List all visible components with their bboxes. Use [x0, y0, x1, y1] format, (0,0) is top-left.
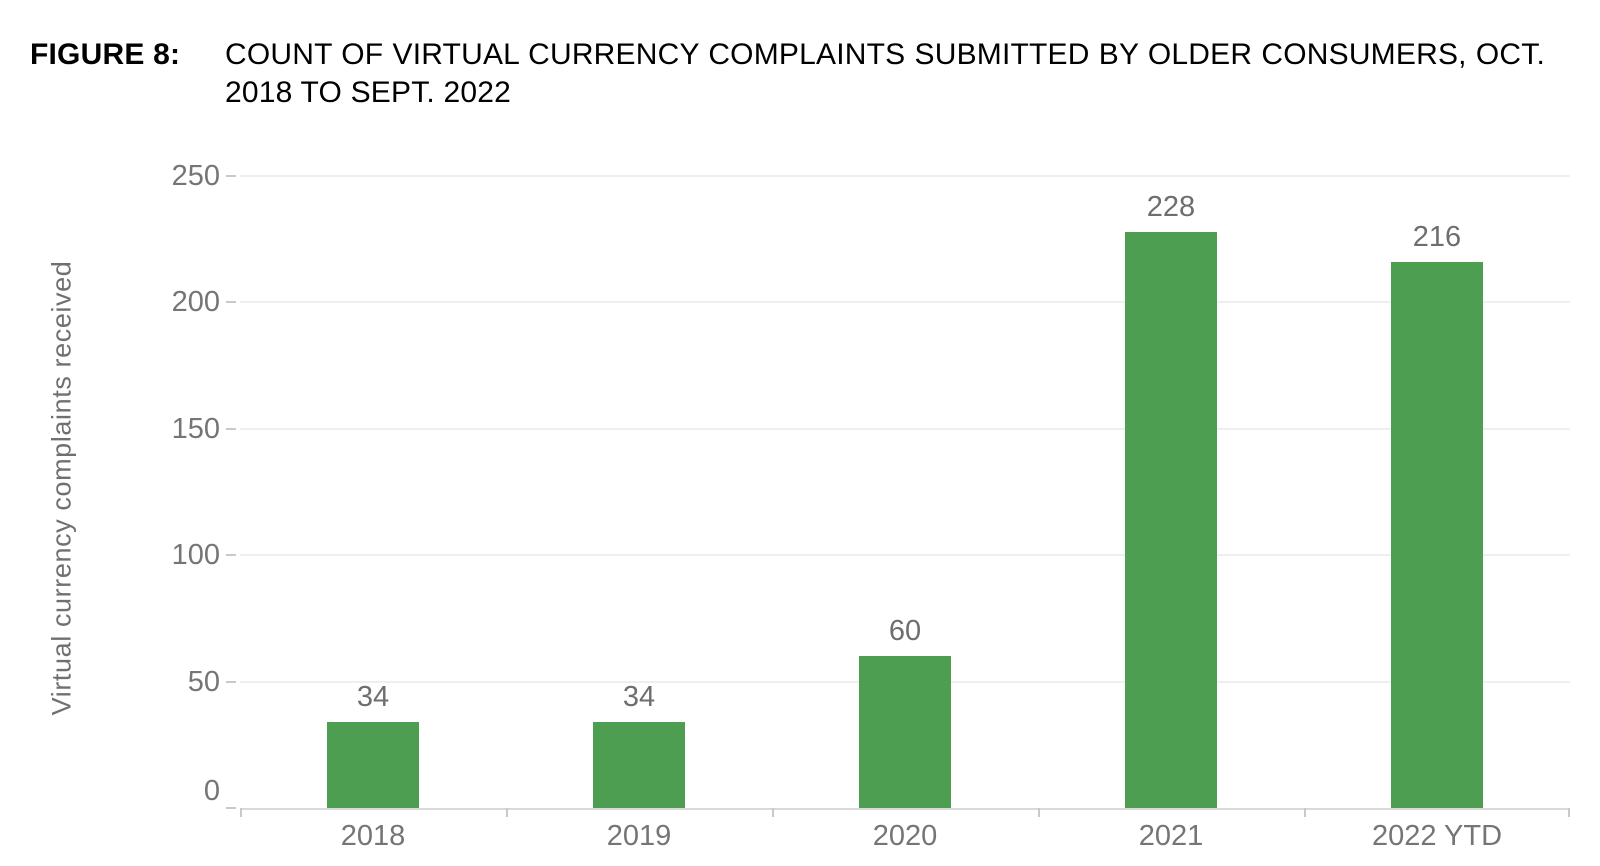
y-tick-mark-150 [226, 427, 236, 430]
y-tick-mark-200 [226, 301, 236, 304]
gridline-y-250 [240, 175, 1570, 177]
bar-value-2018: 34 [356, 681, 390, 714]
y-tick-label-250: 250 [171, 160, 220, 192]
y-tick-label-0: 0 [203, 775, 220, 807]
figure-number-label: FIGURE 8: [30, 38, 181, 71]
bar-2022-ytd [1391, 261, 1483, 808]
bar-2019 [593, 722, 685, 808]
bar-value-2022-ytd: 216 [1412, 220, 1462, 253]
x-axis-label-2021: 2021 [1138, 820, 1204, 852]
bar-value-2021: 228 [1146, 190, 1196, 223]
gridline-y-200 [240, 301, 1570, 304]
y-tick-label-100: 100 [171, 539, 220, 572]
bar-2021 [1125, 231, 1217, 808]
x-axis-label-2020: 2020 [872, 820, 938, 852]
y-tick-label-50: 50 [187, 665, 220, 698]
y-tick-mark-100 [226, 554, 236, 557]
y-tick-mark-250 [226, 175, 236, 177]
x-tick-mark-2 [772, 808, 774, 817]
x-tick-mark-5 [1568, 808, 1570, 817]
x-axis-label-2019: 2019 [606, 820, 672, 852]
bar-value-2020: 60 [888, 615, 922, 648]
y-tick-label-200: 200 [171, 286, 220, 319]
gridline-y-150 [240, 427, 1570, 430]
x-axis-label-2018: 2018 [340, 820, 406, 852]
bar-2018 [327, 722, 419, 808]
x-axis-label-2022-ytd: 2022 YTD [1371, 820, 1503, 852]
figure-title: COUNT OF VIRTUAL CURRENCY COMPLAINTS SUB… [225, 38, 1545, 109]
x-tick-mark-1 [506, 808, 508, 817]
x-tick-mark-0 [240, 808, 242, 817]
x-tick-mark-4 [1304, 808, 1306, 817]
x-tick-mark-3 [1038, 808, 1040, 817]
plot-area: 0 50 100 150 200 250 34 2018 34 2019 60 2020 228 2021… [172, 161, 1570, 852]
gridline-y-100 [240, 554, 1570, 557]
y-tick-label-150: 150 [171, 412, 220, 445]
y-tick-mark-50 [226, 680, 236, 683]
y-tick-mark-0 [226, 807, 236, 809]
figure-header: FIGURE 8: COUNT OF VIRTUAL CURRENCY COMP… [30, 36, 1545, 112]
bar-2020 [859, 656, 951, 808]
y-axis-title: Virtual currency complaints received [46, 260, 77, 716]
bar-value-2019: 34 [622, 681, 656, 714]
